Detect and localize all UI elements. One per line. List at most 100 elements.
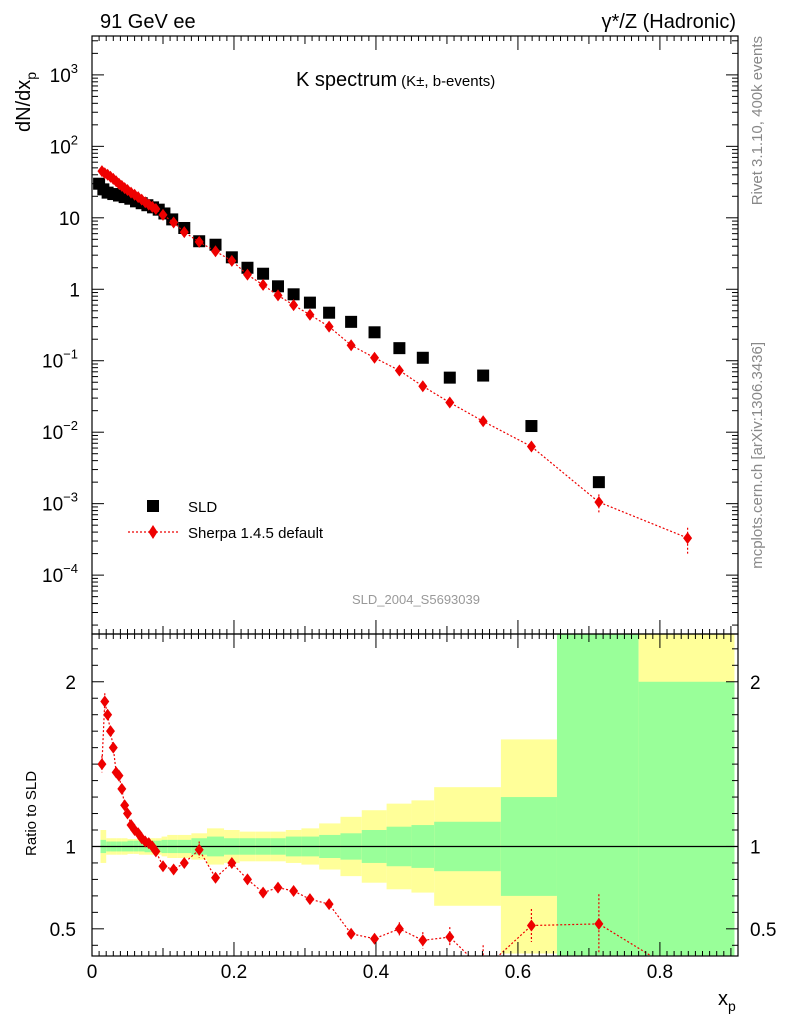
data-point-sld xyxy=(257,267,270,280)
ratio-y-tick-label-right: 0.5 xyxy=(750,920,776,941)
legend-marker-sld xyxy=(147,500,159,512)
ratio-point xyxy=(169,863,179,876)
data-point-sld xyxy=(393,342,406,355)
process-label: γ*/Z (Hadronic) xyxy=(602,11,736,33)
ratio-point xyxy=(418,934,428,947)
legend-marker-sherpa xyxy=(148,525,158,539)
ratio-uncertainty-bands xyxy=(100,634,735,956)
ratio-point xyxy=(105,725,115,738)
analysis-id: SLD_2004_S5693039 xyxy=(352,592,480,607)
main-y-tick-label: 1 xyxy=(69,280,80,301)
mc-point xyxy=(594,496,604,509)
ratio-point xyxy=(242,873,252,886)
main-ylabel-sub: p xyxy=(23,72,39,80)
main-y-tick-label: 10−1 xyxy=(42,347,78,373)
data-point-sld xyxy=(592,476,605,489)
ratio-point xyxy=(151,845,161,858)
main-y-tick-label-exp: −4 xyxy=(63,561,78,576)
ratio-point xyxy=(120,799,130,812)
x-tick-label: 0.8 xyxy=(647,962,673,983)
mc-point xyxy=(683,532,693,545)
data-point-sld xyxy=(345,315,358,328)
data-point-sld xyxy=(271,280,284,293)
ratio-frame xyxy=(91,633,739,957)
mc-point xyxy=(158,208,168,221)
x-tick-label: 0.2 xyxy=(221,962,247,983)
plot-title-main: K spectrum xyxy=(296,69,397,91)
ratio-point xyxy=(346,927,356,940)
ratio-point xyxy=(100,695,110,708)
ratio-series xyxy=(97,693,692,984)
main-y-tick-label-base: 10 xyxy=(42,495,63,516)
ratio-point xyxy=(305,893,315,906)
band-inner-bin xyxy=(638,681,735,956)
mc-point xyxy=(179,226,189,239)
main-frame xyxy=(91,35,739,635)
mcplots-label: mcplots.cern.ch [arXiv:1306.3436] xyxy=(749,342,766,569)
data-point-sld xyxy=(209,238,222,251)
ratio-point xyxy=(211,871,221,884)
ratio-point xyxy=(683,972,692,984)
mc-point xyxy=(324,320,334,333)
mc-point xyxy=(169,216,179,229)
mc-point xyxy=(151,202,161,215)
mc-point xyxy=(258,278,268,291)
ratio-line xyxy=(101,701,653,956)
data-point-sld xyxy=(477,369,490,382)
mc-point xyxy=(394,364,404,377)
data-point-sld xyxy=(287,288,300,301)
mc-point xyxy=(211,245,221,258)
main-y-tick-label: 103 xyxy=(50,61,78,87)
main-series xyxy=(93,165,693,554)
ratio-y-tick-label-right: 1 xyxy=(750,837,761,858)
main-y-tick-label: 102 xyxy=(50,132,78,158)
x-axis-label-text: x xyxy=(718,988,728,1010)
main-y-tick-label: 10−2 xyxy=(42,418,78,444)
main-y-tick-label-exp: −1 xyxy=(63,347,78,362)
plot-title-sub: (K±, b-events) xyxy=(401,73,495,90)
mc-point xyxy=(194,235,204,248)
data-point-sld xyxy=(416,351,429,364)
ratio-y-tick-label-left: 1 xyxy=(65,837,76,858)
x-axis-label-sub: p xyxy=(728,998,736,1014)
ratio-point xyxy=(370,932,380,945)
ratio-point xyxy=(324,898,334,911)
x-tick-label: 0 xyxy=(87,962,98,983)
ratio-point xyxy=(273,881,283,894)
ratio-point xyxy=(289,884,299,897)
main-y-tick-label-base: 10 xyxy=(42,352,63,373)
ratio-y-tick-label-right: 2 xyxy=(750,673,761,694)
rivet-label: Rivet 3.1.10, 400k events xyxy=(749,36,766,205)
ratio-point xyxy=(227,856,237,869)
ratio-point xyxy=(108,741,118,754)
mc-point xyxy=(242,268,252,281)
mc-point xyxy=(346,339,356,352)
main-y-tick-label-exp: 3 xyxy=(71,61,78,76)
energy-label: 91 GeV ee xyxy=(100,11,196,33)
ratio-point xyxy=(117,782,127,795)
data-point-sld xyxy=(303,296,316,309)
ratio-point xyxy=(479,964,488,976)
ratio-point xyxy=(97,758,107,771)
main-y-tick-label: 10 xyxy=(59,209,80,230)
main-y-tick-label-base: 10 xyxy=(50,66,71,87)
mc-point xyxy=(289,299,299,312)
main-ylabel-text: dN/dx xyxy=(13,80,35,132)
main-y-tick-label-base: 10 xyxy=(50,137,71,158)
legend-label-sld: SLD xyxy=(188,499,217,516)
mc-point xyxy=(305,308,315,321)
ratio-point xyxy=(526,919,536,932)
plot-title: K spectrum (K±, b-events) xyxy=(296,69,495,91)
data-point-sld xyxy=(323,306,336,319)
mc-point xyxy=(526,440,536,453)
ratio-point xyxy=(103,708,113,721)
ratio-point xyxy=(158,860,168,873)
legend: SLD Sherpa 1.4.5 default xyxy=(128,499,324,542)
axes-frames xyxy=(91,35,739,957)
ratio-point xyxy=(114,769,124,782)
mc-point xyxy=(273,289,283,302)
ratio-point xyxy=(394,922,404,935)
main-y-tick-label-exp: −3 xyxy=(63,490,78,505)
x-tick-label: 0.6 xyxy=(505,962,531,983)
